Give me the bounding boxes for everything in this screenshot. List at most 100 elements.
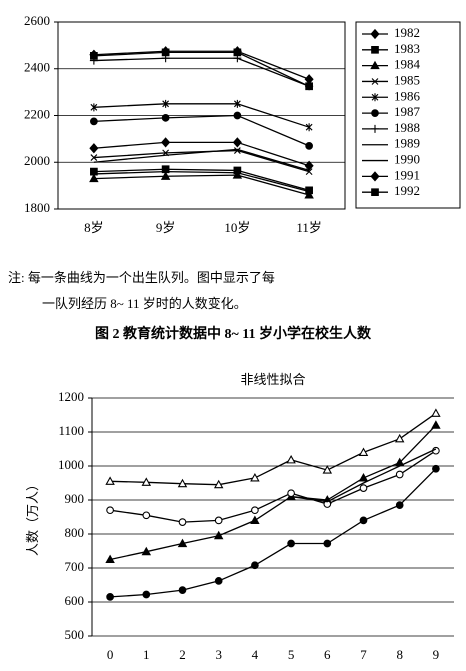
marker <box>162 99 170 108</box>
y-tick-label: 500 <box>65 627 85 642</box>
legend-frame <box>355 21 461 209</box>
marker <box>304 190 314 199</box>
marker <box>90 52 98 60</box>
marker <box>105 476 115 485</box>
marker <box>371 109 379 117</box>
x-tick-label: 8 <box>396 647 403 662</box>
marker <box>90 103 98 112</box>
x-tick-label: 9岁 <box>156 220 176 235</box>
marker <box>233 54 242 63</box>
marker <box>142 511 151 520</box>
legend-label: 1982 <box>394 25 420 40</box>
marker <box>89 56 98 65</box>
marker <box>213 530 224 540</box>
series-line <box>93 114 310 147</box>
y-tick-label: 700 <box>65 559 85 574</box>
x-tick-label: 10岁 <box>224 220 250 235</box>
series-line <box>110 412 437 486</box>
x-tick-label: 3 <box>215 647 222 662</box>
x-tick-label: 0 <box>107 647 114 662</box>
legend-label: 1992 <box>394 183 420 198</box>
series-line <box>93 174 310 196</box>
chart-title: 非线性拟合 <box>240 372 305 387</box>
marker <box>214 577 223 585</box>
marker <box>161 165 170 174</box>
marker <box>371 93 379 102</box>
marker <box>141 477 152 486</box>
note-line: 注: 每一条曲线为一个出生队列。图中显示了每 <box>8 270 275 285</box>
x-tick-label: 9 <box>433 647 440 662</box>
y-tick-label: 1200 <box>58 389 84 404</box>
marker <box>214 516 223 525</box>
legend-label: 1985 <box>394 72 420 87</box>
x-tick-label: 2 <box>179 647 186 662</box>
marker <box>232 170 243 179</box>
marker <box>371 78 379 85</box>
marker <box>178 586 187 594</box>
marker <box>371 124 379 133</box>
series-line <box>109 424 437 561</box>
marker <box>323 539 332 548</box>
marker <box>160 171 171 180</box>
series-line <box>93 103 310 128</box>
marker <box>161 114 170 122</box>
y-tick-label: 1100 <box>58 423 84 438</box>
marker <box>90 154 98 161</box>
marker <box>250 515 260 524</box>
series-line <box>93 51 310 87</box>
marker <box>178 518 187 526</box>
marker <box>233 147 241 154</box>
series-line <box>110 450 437 523</box>
marker <box>177 478 188 488</box>
marker <box>251 561 259 570</box>
y-tick-label: 1000 <box>58 457 84 472</box>
marker <box>304 160 314 171</box>
x-tick-label: 7 <box>360 647 367 662</box>
y-tick-label: 2000 <box>24 153 50 168</box>
series-line <box>93 148 310 172</box>
marker <box>105 554 115 564</box>
marker <box>161 54 170 63</box>
marker <box>371 188 379 197</box>
marker <box>90 167 98 176</box>
marker <box>233 48 242 57</box>
marker <box>287 539 295 548</box>
series-line <box>93 170 310 193</box>
marker <box>305 142 313 150</box>
series-line <box>291 448 437 503</box>
legend-label: 1991 <box>394 167 420 182</box>
x-tick-label: 6 <box>324 647 331 662</box>
marker <box>90 117 98 126</box>
marker <box>89 143 99 154</box>
marker <box>371 45 379 54</box>
marker <box>142 590 151 599</box>
legend-label: 1983 <box>394 41 420 56</box>
legend-label: 1986 <box>394 88 421 103</box>
marker <box>370 60 380 70</box>
marker <box>359 516 368 525</box>
marker <box>232 137 242 148</box>
x-tick-label: 11岁 <box>296 220 322 235</box>
x-tick-label: 4 <box>252 647 259 662</box>
legend-label: 1989 <box>394 136 420 151</box>
series-line <box>93 57 310 87</box>
marker <box>89 173 99 183</box>
marker <box>161 48 170 57</box>
marker <box>213 479 224 489</box>
marker <box>106 506 114 514</box>
series-line <box>93 141 310 167</box>
marker <box>370 171 380 182</box>
marker <box>394 433 405 443</box>
marker <box>233 111 242 120</box>
marker <box>161 137 171 148</box>
marker <box>431 420 441 429</box>
series-line <box>93 50 310 80</box>
marker <box>287 489 295 497</box>
y-tick-label: 600 <box>65 593 85 608</box>
series-line <box>110 468 437 598</box>
y-tick-label: 2400 <box>24 60 50 75</box>
y-tick-label: 1800 <box>24 200 50 215</box>
y-tick-label: 2200 <box>24 106 50 121</box>
